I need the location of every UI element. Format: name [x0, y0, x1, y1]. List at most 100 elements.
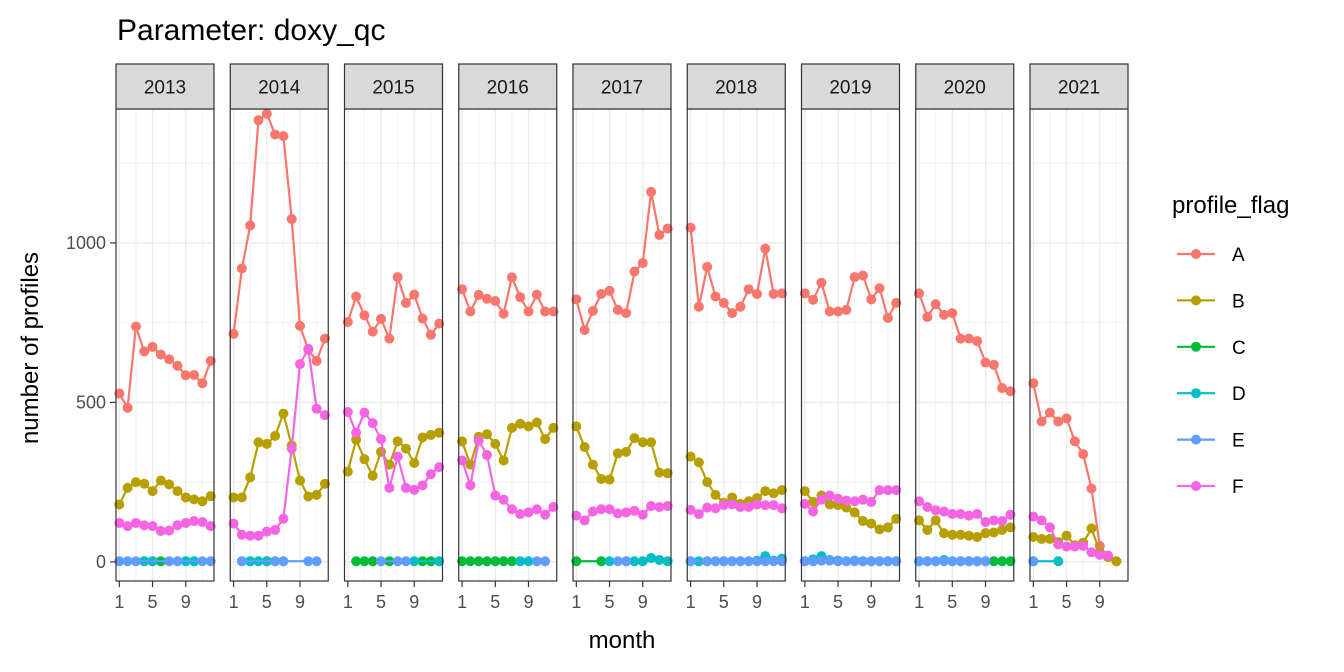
data-point-A [506, 272, 517, 283]
data-point-A [1036, 416, 1047, 427]
x-tick-label: 9 [981, 592, 991, 612]
data-point-F [654, 502, 665, 513]
panel-2014: 2014 1 5 9 [228, 63, 330, 612]
data-point-A [587, 305, 598, 316]
data-point-F [376, 434, 387, 445]
legend-label-E: E [1232, 431, 1245, 452]
data-point-A [874, 283, 885, 294]
data-point-D [409, 556, 420, 567]
data-point-F [727, 499, 738, 510]
data-point-E [963, 556, 974, 567]
legend-label-D: D [1232, 384, 1246, 405]
data-point-F [963, 510, 974, 521]
data-point-E [914, 556, 925, 567]
data-point-A [849, 272, 860, 283]
data-point-B [612, 448, 623, 459]
data-point-B [579, 442, 590, 453]
x-tick-label: 1 [114, 592, 124, 612]
data-point-F [1069, 541, 1080, 552]
data-point-A [523, 306, 534, 317]
data-point-A [646, 186, 657, 197]
data-point-A [654, 229, 665, 240]
data-point-B [367, 470, 378, 481]
data-point-B [548, 422, 559, 433]
data-point-E [164, 556, 175, 567]
data-point-F [139, 520, 150, 531]
data-point-F [490, 490, 501, 501]
data-point-E [735, 556, 746, 567]
data-point-E [874, 556, 885, 567]
facet-panels: 2013 1 5 9 2014 1 5 9 2015 1 5 9 2016 1 5 9 2017 1 5 9 2018 1… [114, 63, 1129, 612]
x-tick-label: 9 [181, 592, 191, 612]
data-point-A [816, 277, 827, 288]
data-point-F [228, 518, 239, 529]
data-point-A [752, 288, 763, 299]
data-point-F [1094, 549, 1105, 560]
data-point-B [295, 475, 306, 486]
data-point-C [988, 556, 999, 567]
x-tick-label: 9 [409, 592, 419, 612]
data-point-F [579, 515, 590, 526]
data-point-B [997, 524, 1008, 535]
data-point-A [997, 383, 1008, 394]
data-point-B [963, 530, 974, 541]
data-point-A [963, 333, 974, 344]
data-point-B [947, 529, 958, 540]
data-point-A [1086, 483, 1097, 494]
data-point-E [743, 556, 754, 567]
data-point-A [130, 321, 141, 332]
data-point-B [857, 516, 868, 527]
data-point-F [1036, 515, 1047, 526]
data-point-A [228, 328, 239, 339]
data-point-F [799, 498, 810, 509]
data-point-D [629, 556, 640, 567]
data-point-F [270, 524, 281, 535]
data-point-B [938, 528, 949, 539]
data-point-F [351, 427, 362, 438]
strip-background [115, 63, 215, 110]
data-point-E [833, 556, 844, 567]
data-point-B [654, 467, 665, 478]
data-point-A [718, 297, 729, 308]
data-point-B [253, 437, 264, 448]
data-point-E [540, 556, 551, 567]
data-point-F [947, 509, 958, 520]
strip-background [1029, 63, 1129, 110]
data-point-A [465, 306, 476, 317]
data-point-B [955, 529, 966, 540]
legend-key-point-B [1191, 295, 1201, 306]
data-point-F [261, 526, 272, 537]
data-point-C [498, 556, 509, 567]
data-point-B [866, 518, 877, 529]
data-point-C [465, 556, 476, 567]
data-point-A [891, 297, 902, 308]
data-point-A [359, 310, 370, 321]
data-point-F [882, 485, 893, 496]
data-point-B [303, 491, 314, 502]
data-point-A [261, 108, 272, 119]
x-tick-label: 5 [262, 592, 272, 612]
data-point-B [637, 437, 648, 448]
data-point-A [824, 306, 835, 317]
data-point-B [980, 528, 991, 539]
data-point-E [278, 556, 289, 567]
data-point-B [114, 499, 125, 510]
data-point-A [164, 354, 175, 365]
data-point-D [646, 553, 657, 564]
panel-background [344, 109, 443, 581]
legend-key-point-A [1191, 249, 1201, 259]
strip-background [343, 63, 444, 110]
data-point-A [434, 318, 445, 329]
data-point-F [1061, 541, 1072, 552]
data-point-F [400, 482, 411, 493]
data-point-A [114, 388, 125, 399]
data-point-D [604, 556, 615, 567]
x-tick-label: 5 [605, 592, 615, 612]
data-point-B [122, 482, 133, 493]
data-point-E [311, 556, 322, 567]
data-point-B [400, 443, 411, 454]
data-point-B [228, 492, 239, 503]
data-point-F [367, 418, 378, 429]
data-point-A [571, 294, 582, 305]
